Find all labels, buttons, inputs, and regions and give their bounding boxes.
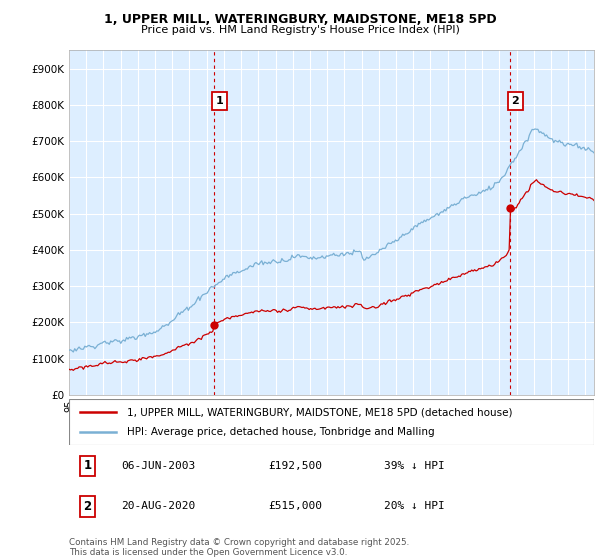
Text: 1: 1 <box>215 96 223 106</box>
Text: Price paid vs. HM Land Registry's House Price Index (HPI): Price paid vs. HM Land Registry's House … <box>140 25 460 35</box>
Text: 06-JUN-2003: 06-JUN-2003 <box>121 461 196 471</box>
Text: £515,000: £515,000 <box>269 501 323 511</box>
FancyBboxPatch shape <box>69 399 594 445</box>
Text: 1, UPPER MILL, WATERINGBURY, MAIDSTONE, ME18 5PD: 1, UPPER MILL, WATERINGBURY, MAIDSTONE, … <box>104 13 496 26</box>
Text: Contains HM Land Registry data © Crown copyright and database right 2025.
This d: Contains HM Land Registry data © Crown c… <box>69 538 409 557</box>
Text: 2: 2 <box>83 500 91 513</box>
Text: 1: 1 <box>83 459 91 473</box>
Text: 39% ↓ HPI: 39% ↓ HPI <box>384 461 445 471</box>
Text: HPI: Average price, detached house, Tonbridge and Malling: HPI: Average price, detached house, Tonb… <box>127 427 434 437</box>
Text: 2: 2 <box>511 96 519 106</box>
Text: 1, UPPER MILL, WATERINGBURY, MAIDSTONE, ME18 5PD (detached house): 1, UPPER MILL, WATERINGBURY, MAIDSTONE, … <box>127 407 512 417</box>
Text: 20% ↓ HPI: 20% ↓ HPI <box>384 501 445 511</box>
Text: 20-AUG-2020: 20-AUG-2020 <box>121 501 196 511</box>
Text: £192,500: £192,500 <box>269 461 323 471</box>
